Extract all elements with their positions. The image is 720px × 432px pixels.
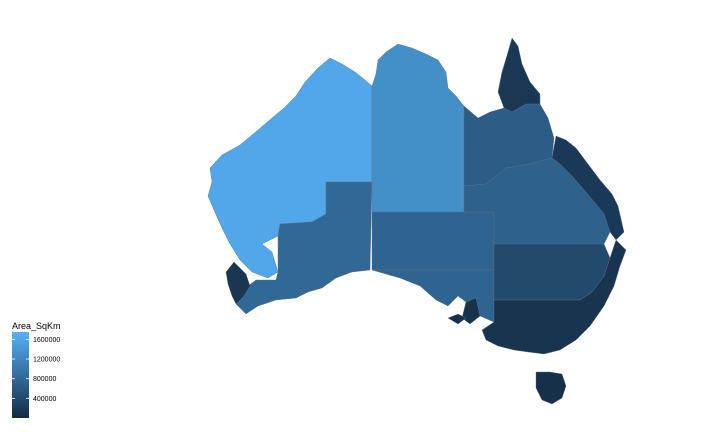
legend-title: Area_SqKm <box>12 321 61 331</box>
region-cape-york <box>497 37 541 113</box>
legend-tick-label: 1200000 <box>33 357 60 364</box>
region-nt-south <box>371 211 495 271</box>
legend-tick-label: 1600000 <box>33 337 60 344</box>
legend-tick-label: 400000 <box>33 396 56 403</box>
legend: Area_SqKm 400000 800000 1200000 1600000 <box>12 321 61 418</box>
region-kangaroo-island <box>447 313 467 325</box>
region-sa-southeast <box>461 297 481 325</box>
region-wa-south <box>235 181 373 315</box>
legend-ticks: 400000 800000 1200000 1600000 <box>12 337 60 403</box>
region-qld-east <box>551 135 625 241</box>
region-nt-north <box>371 43 465 213</box>
legend-colorbar <box>12 332 29 418</box>
legend-tick-label: 800000 <box>33 376 56 383</box>
region-tasmania <box>535 371 567 405</box>
region-se-australia <box>481 239 627 355</box>
region-wa-southwest <box>225 261 251 305</box>
map-regions <box>207 37 627 405</box>
